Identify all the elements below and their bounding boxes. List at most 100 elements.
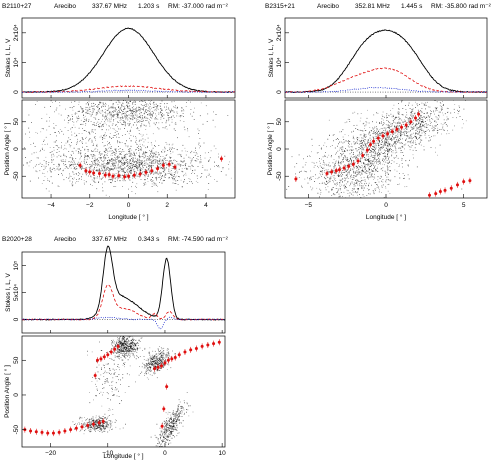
frequency-label: 337.67 MHz bbox=[92, 236, 127, 243]
pa-ytick-label: -50 bbox=[13, 425, 20, 435]
panel-header: B2020+28 Arecibo 337.67 MHz 0.343 s RM: -74.… bbox=[2, 236, 229, 243]
pulsar-panel-2: B2020+28 Arecibo 337.67 MHz 0.343 s RM: -74.… bbox=[2, 236, 229, 460]
pa-point bbox=[111, 174, 115, 178]
pa-measurements bbox=[78, 155, 223, 180]
pa-point bbox=[219, 157, 223, 161]
pa-point bbox=[212, 342, 216, 346]
pa-frame bbox=[21, 335, 226, 448]
pa-measurements bbox=[294, 111, 472, 199]
pa-point bbox=[170, 357, 174, 361]
rm-label: RM: -37.000 rad m⁻² bbox=[168, 3, 229, 10]
pa-point bbox=[434, 192, 438, 196]
stokes-V-curve bbox=[21, 89, 236, 94]
pa-point bbox=[183, 350, 187, 354]
source-name: B2020+28 bbox=[2, 236, 32, 243]
pa-point bbox=[206, 343, 210, 347]
pa-frame bbox=[284, 99, 488, 199]
pa-point bbox=[167, 162, 171, 166]
rm-label: RM: -74.590 rad m⁻² bbox=[168, 236, 229, 243]
pa-point bbox=[443, 188, 447, 192]
profile-frame bbox=[21, 17, 236, 99]
stokes-I-curve bbox=[21, 27, 236, 94]
stokes-L-curve bbox=[21, 284, 226, 321]
pa-point bbox=[92, 171, 96, 175]
pa-ytick-label: 50 bbox=[13, 118, 20, 126]
pa-point bbox=[162, 407, 166, 411]
pa-point bbox=[342, 166, 346, 170]
pa-point bbox=[337, 168, 341, 172]
pa-point bbox=[127, 174, 130, 178]
pa-ytick-label: -50 bbox=[276, 171, 283, 181]
pa-point bbox=[153, 367, 157, 371]
pa-point bbox=[395, 127, 399, 131]
xaxis-label: Longitude [ ° ] bbox=[366, 213, 406, 221]
xtick-label: 0 bbox=[163, 450, 167, 457]
pa-point bbox=[438, 189, 442, 193]
pa-point bbox=[194, 346, 198, 350]
pa-point bbox=[462, 180, 466, 184]
pa-point bbox=[34, 430, 38, 434]
period-label: 1.203 s bbox=[138, 3, 160, 10]
pa-measurements bbox=[23, 339, 221, 437]
xtick-label: 2 bbox=[165, 202, 169, 209]
pa-point bbox=[63, 429, 67, 433]
stokes-L-curve bbox=[284, 67, 488, 94]
pa-point bbox=[97, 172, 101, 175]
pa-point bbox=[156, 365, 160, 369]
pa-point bbox=[51, 431, 55, 435]
frequency-label: 337.67 MHz bbox=[92, 3, 127, 10]
period-label: 0.343 s bbox=[138, 236, 160, 243]
pa-point bbox=[80, 425, 84, 429]
profile-ytick-label: 2x10⁴ bbox=[13, 24, 20, 41]
pa-point bbox=[156, 167, 160, 171]
profile-ytick-label: 10⁵ bbox=[13, 260, 20, 270]
pa-point bbox=[84, 169, 88, 173]
pa-point bbox=[93, 374, 97, 378]
pa-point bbox=[29, 429, 33, 433]
pa-point bbox=[106, 353, 110, 357]
pa-point bbox=[166, 358, 170, 362]
panel-header: B2315+21 Arecibo 352.81 MHz 1.445 s RM: -35.… bbox=[265, 3, 491, 10]
pa-point bbox=[361, 154, 365, 158]
profile-ytick-label: 5x10⁴ bbox=[13, 284, 20, 301]
xtick-label: −4 bbox=[47, 202, 55, 209]
pa-point bbox=[173, 165, 177, 169]
pa-point bbox=[99, 357, 103, 361]
pa-ytick-label: 0 bbox=[276, 147, 283, 151]
pa-point bbox=[376, 136, 380, 140]
rm-label: RM: -35.800 rad m⁻² bbox=[431, 3, 491, 10]
profile-frame bbox=[21, 251, 226, 334]
xaxis-label: Longitude [ ° ] bbox=[103, 452, 143, 460]
pa-point bbox=[455, 183, 459, 187]
profile-ytick-label: 0 bbox=[13, 317, 20, 321]
pa-point bbox=[414, 116, 418, 120]
pa-point bbox=[347, 164, 351, 168]
pa-point bbox=[428, 193, 432, 197]
profile-ylabel: Stokes I, L, V bbox=[5, 273, 12, 312]
profile-ylabel: Stokes I, L, V bbox=[268, 38, 275, 77]
pa-point bbox=[356, 159, 360, 163]
pa-point bbox=[74, 426, 78, 430]
pa-point bbox=[390, 130, 394, 134]
pa-point bbox=[334, 169, 338, 173]
period-label: 1.445 s bbox=[401, 3, 423, 10]
panel-header: B2110+27 Arecibo 337.67 MHz 1.203 s RM: -37.… bbox=[2, 3, 229, 10]
pa-point bbox=[173, 356, 177, 360]
stokes-I-curve bbox=[21, 245, 226, 321]
xtick-label: 5 bbox=[462, 202, 466, 209]
pa-point bbox=[468, 179, 472, 183]
stokes-L-curve bbox=[21, 85, 236, 94]
profile-ytick-label: 0 bbox=[276, 90, 283, 94]
pa-point bbox=[40, 430, 44, 434]
profile-ylabel: Stokes I, L, V bbox=[5, 38, 12, 77]
pa-ytick-label: 50 bbox=[276, 118, 283, 126]
profile-ytick-label: 2x10⁴ bbox=[276, 24, 283, 41]
pa-point bbox=[294, 177, 298, 181]
pa-point bbox=[365, 148, 369, 152]
pa-point bbox=[101, 419, 105, 423]
source-name: B2315+21 bbox=[265, 3, 295, 10]
pa-point bbox=[78, 163, 82, 167]
telescope-name: Arecibo bbox=[54, 3, 76, 10]
pa-point bbox=[91, 422, 95, 426]
pa-point bbox=[409, 120, 413, 124]
